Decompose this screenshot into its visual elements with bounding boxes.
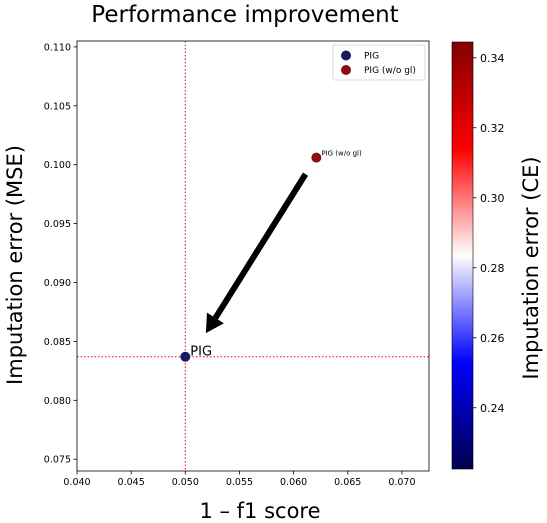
data-point-pig-wo-gl	[311, 152, 322, 163]
points-layer: PIG PIG (w/o gl)	[180, 150, 362, 362]
colorbar-tick-label: 0.24	[480, 402, 505, 415]
colorbar	[451, 41, 474, 470]
x-tick-label: 0.045	[118, 477, 145, 488]
legend: PIG PIG (w/o gl)	[332, 44, 426, 81]
data-point-pig	[180, 351, 191, 362]
x-tick-label: 0.040	[63, 477, 90, 488]
y-tick-label: 0.090	[44, 278, 71, 289]
reference-line-layer	[77, 41, 429, 471]
x-tick-label: 0.070	[388, 477, 415, 488]
arrow-head	[205, 312, 224, 334]
legend-label-pig: PIG	[364, 52, 379, 62]
y-tick-label: 0.095	[44, 219, 71, 230]
y-tick-label: 0.080	[44, 396, 71, 407]
x-tick-label: 0.055	[226, 477, 253, 488]
y-tick-label: 0.100	[44, 160, 71, 171]
colorbar-tick-label: 0.28	[480, 262, 505, 275]
y-tick-label: 0.110	[44, 42, 71, 53]
point-annotation-pig: PIG	[190, 345, 212, 360]
x-tick-label: 0.060	[280, 477, 307, 488]
colorbar-tick-label: 0.34	[480, 52, 505, 65]
x-axis-label: 1 – f1 score	[199, 499, 320, 523]
legend-marker-pig	[341, 50, 351, 61]
colorbar-tick-label: 0.32	[480, 122, 505, 135]
point-annotation-pig-wo-gl: PIG (w/o gl)	[321, 150, 362, 158]
legend-box	[332, 44, 426, 81]
x-tick-label: 0.050	[172, 477, 199, 488]
arrow-shaft	[212, 172, 309, 320]
plot-area-frame	[76, 40, 430, 472]
colorbar-label: Imputation error (CE)	[519, 156, 543, 379]
chart-title: Performance improvement	[91, 2, 398, 28]
y-axis-label: Imputation error (MSE)	[3, 145, 27, 385]
arrow-layer	[205, 172, 309, 334]
legend-label-pig-wo-gl: PIG (w/o gl)	[364, 66, 416, 76]
tick-layer: 0.040 0.045 0.050 0.055 0.060 0.065 0.070 0.075…	[44, 42, 416, 488]
y-tick-label: 0.085	[44, 337, 71, 348]
x-tick-label: 0.065	[334, 477, 361, 488]
colorbar-tick-layer: 0.24 0.26 0.28 0.30 0.32 0.34	[473, 52, 505, 415]
legend-marker-pig-wo-gl	[341, 65, 351, 75]
y-tick-label: 0.075	[44, 455, 71, 466]
colorbar-tick-label: 0.30	[480, 192, 505, 205]
y-tick-label: 0.105	[44, 101, 71, 112]
colorbar-tick-label: 0.26	[480, 332, 505, 345]
